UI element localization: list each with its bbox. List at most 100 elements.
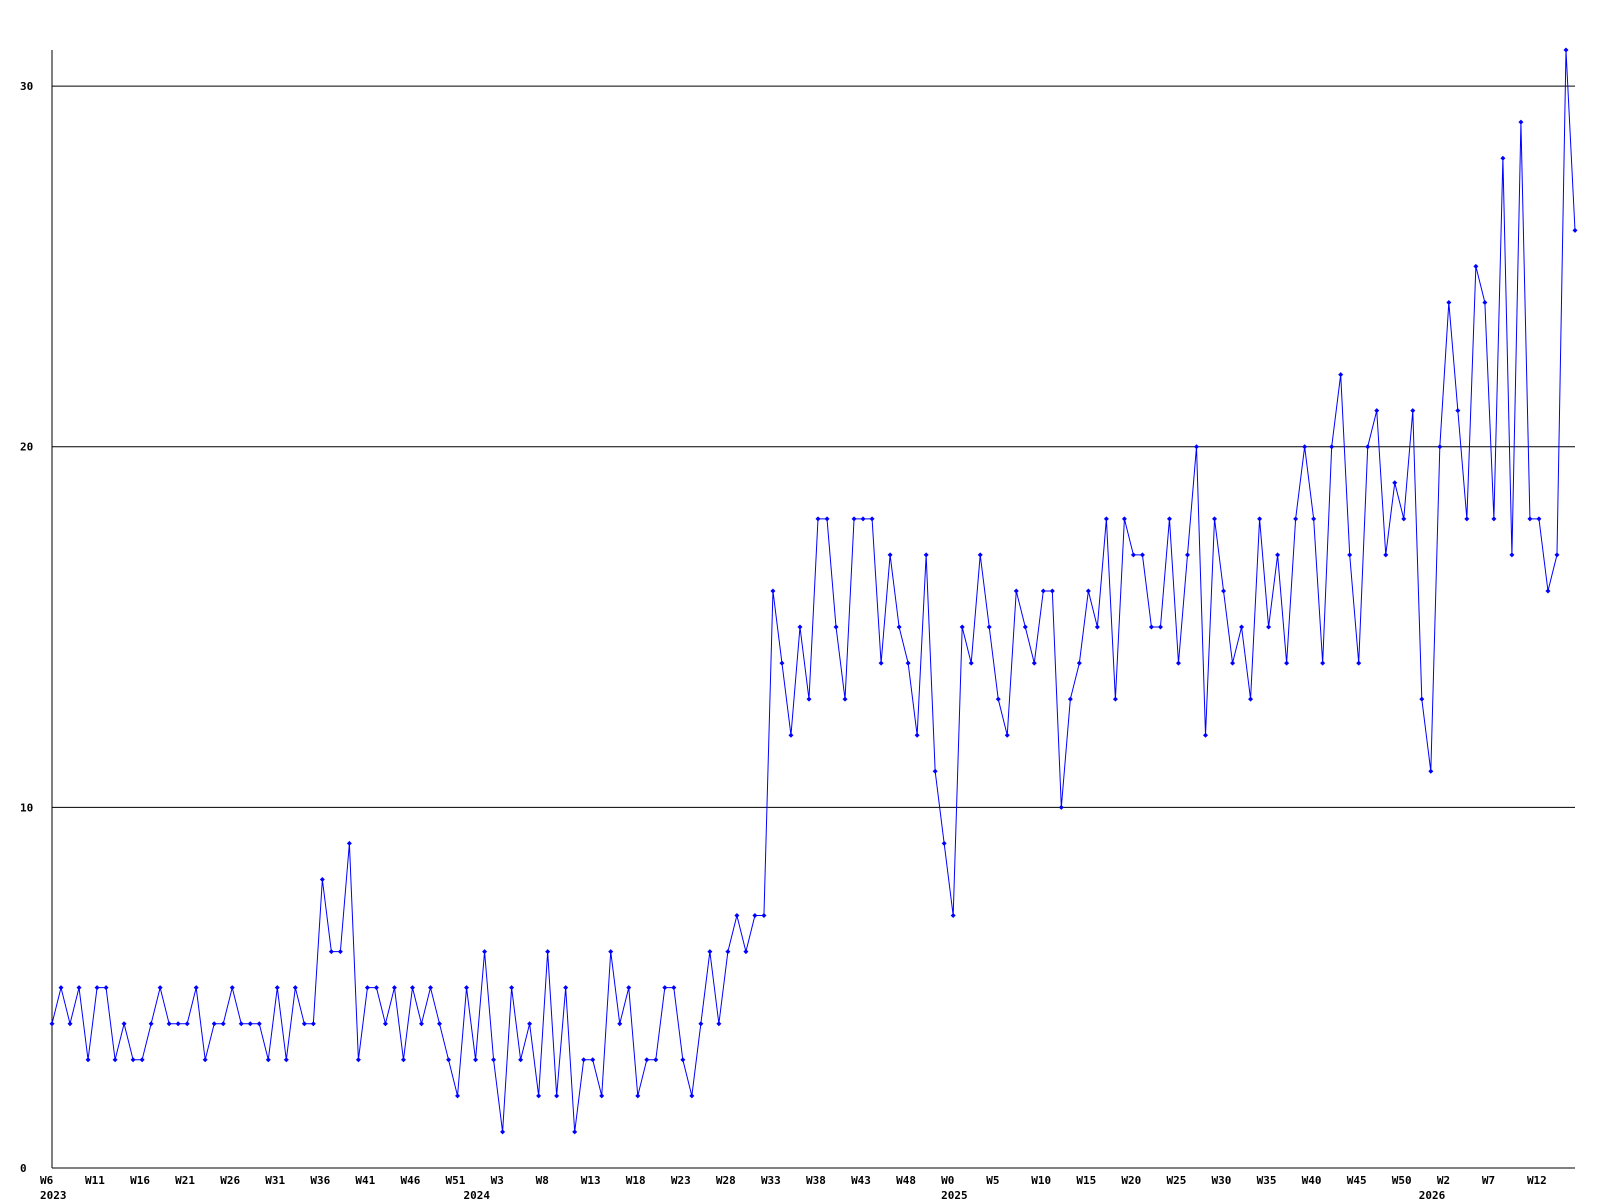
point-marker (1563, 47, 1569, 53)
x-tick-label: W7 (1482, 1174, 1495, 1187)
point-marker (121, 1021, 127, 1027)
point-marker (76, 985, 82, 991)
point-marker (1085, 588, 1091, 594)
point-marker (986, 624, 992, 630)
point-marker (797, 624, 803, 630)
point-marker (355, 1057, 361, 1063)
x-tick-label: W2 (1437, 1174, 1450, 1187)
point-marker (806, 696, 812, 702)
x-tick-label: W10 (1031, 1174, 1051, 1187)
point-marker (977, 552, 983, 558)
x-tick-label: W35 (1257, 1174, 1277, 1187)
x-tick-label: W33 (761, 1174, 781, 1187)
point-marker (608, 949, 614, 955)
x-tick-label: W38 (806, 1174, 826, 1187)
point-marker (1428, 768, 1434, 774)
point-marker (1076, 660, 1082, 666)
point-marker (572, 1129, 578, 1135)
x-tick-label: W15 (1076, 1174, 1096, 1187)
point-marker (626, 985, 632, 991)
point-marker (1067, 696, 1073, 702)
point-marker (491, 1057, 497, 1063)
point-marker (148, 1021, 154, 1027)
x-tick-label: W8 (536, 1174, 549, 1187)
point-marker (1166, 516, 1172, 522)
point-marker (1554, 552, 1560, 558)
x-tick-label: W12 (1527, 1174, 1547, 1187)
x-tick-label: W45 (1347, 1174, 1367, 1187)
point-marker (409, 985, 415, 991)
point-marker (1473, 263, 1479, 269)
point-marker (905, 660, 911, 666)
y-tick-label: 30 (20, 80, 33, 93)
x-tick-label: W28 (716, 1174, 736, 1187)
point-marker (418, 1021, 424, 1027)
point-marker (1320, 660, 1326, 666)
x-tick-label: W50 (1392, 1174, 1412, 1187)
point-marker (130, 1057, 136, 1063)
x-tick-label: W16 (130, 1174, 150, 1187)
point-marker (995, 696, 1001, 702)
point-marker (1392, 480, 1398, 486)
point-marker (644, 1057, 650, 1063)
point-marker (1139, 552, 1145, 558)
point-marker (1464, 516, 1470, 522)
point-marker (391, 985, 397, 991)
point-marker (743, 949, 749, 955)
point-marker (256, 1021, 262, 1027)
point-marker (1112, 696, 1118, 702)
point-marker (1572, 227, 1578, 233)
point-marker (58, 985, 64, 991)
point-marker (292, 985, 298, 991)
x-tick-label: W46 (400, 1174, 420, 1187)
point-marker (734, 913, 740, 919)
point-marker (400, 1057, 406, 1063)
x-tick-label: W43 (851, 1174, 871, 1187)
point-marker (815, 516, 821, 522)
point-marker (319, 876, 325, 882)
x-tick-label: W21 (175, 1174, 195, 1187)
point-marker (554, 1093, 560, 1099)
point-marker (473, 1057, 479, 1063)
point-marker (346, 840, 352, 846)
point-marker (1130, 552, 1136, 558)
point-marker (1239, 624, 1245, 630)
series-line (51, 49, 1576, 1133)
point-marker (662, 985, 668, 991)
point-marker (1365, 444, 1371, 450)
point-marker (1275, 552, 1281, 558)
point-marker (49, 1021, 55, 1027)
point-marker (1302, 444, 1308, 450)
point-marker (653, 1057, 659, 1063)
point-marker (1203, 732, 1209, 738)
point-marker (193, 985, 199, 991)
point-marker (265, 1057, 271, 1063)
point-marker (1491, 516, 1497, 522)
point-marker (364, 985, 370, 991)
point-marker (536, 1093, 542, 1099)
y-tick-label: 10 (20, 801, 33, 814)
y-tick-label: 20 (20, 441, 33, 454)
point-marker (94, 985, 100, 991)
point-marker (229, 985, 235, 991)
point-marker (1103, 516, 1109, 522)
point-marker (1266, 624, 1272, 630)
point-marker (689, 1093, 695, 1099)
point-marker (1509, 552, 1515, 558)
point-marker (337, 949, 343, 955)
point-marker (464, 985, 470, 991)
point-marker (85, 1057, 91, 1063)
point-marker (770, 588, 776, 594)
point-marker (437, 1021, 443, 1027)
point-marker (1383, 552, 1389, 558)
x-tick-label: W41 (355, 1174, 375, 1187)
point-marker (1212, 516, 1218, 522)
point-marker (1374, 408, 1380, 414)
point-marker (518, 1057, 524, 1063)
x-tick-label: W48 (896, 1174, 916, 1187)
point-marker (1040, 588, 1046, 594)
point-marker (923, 552, 929, 558)
point-marker (1347, 552, 1353, 558)
point-marker (1094, 624, 1100, 630)
point-marker (1311, 516, 1317, 522)
